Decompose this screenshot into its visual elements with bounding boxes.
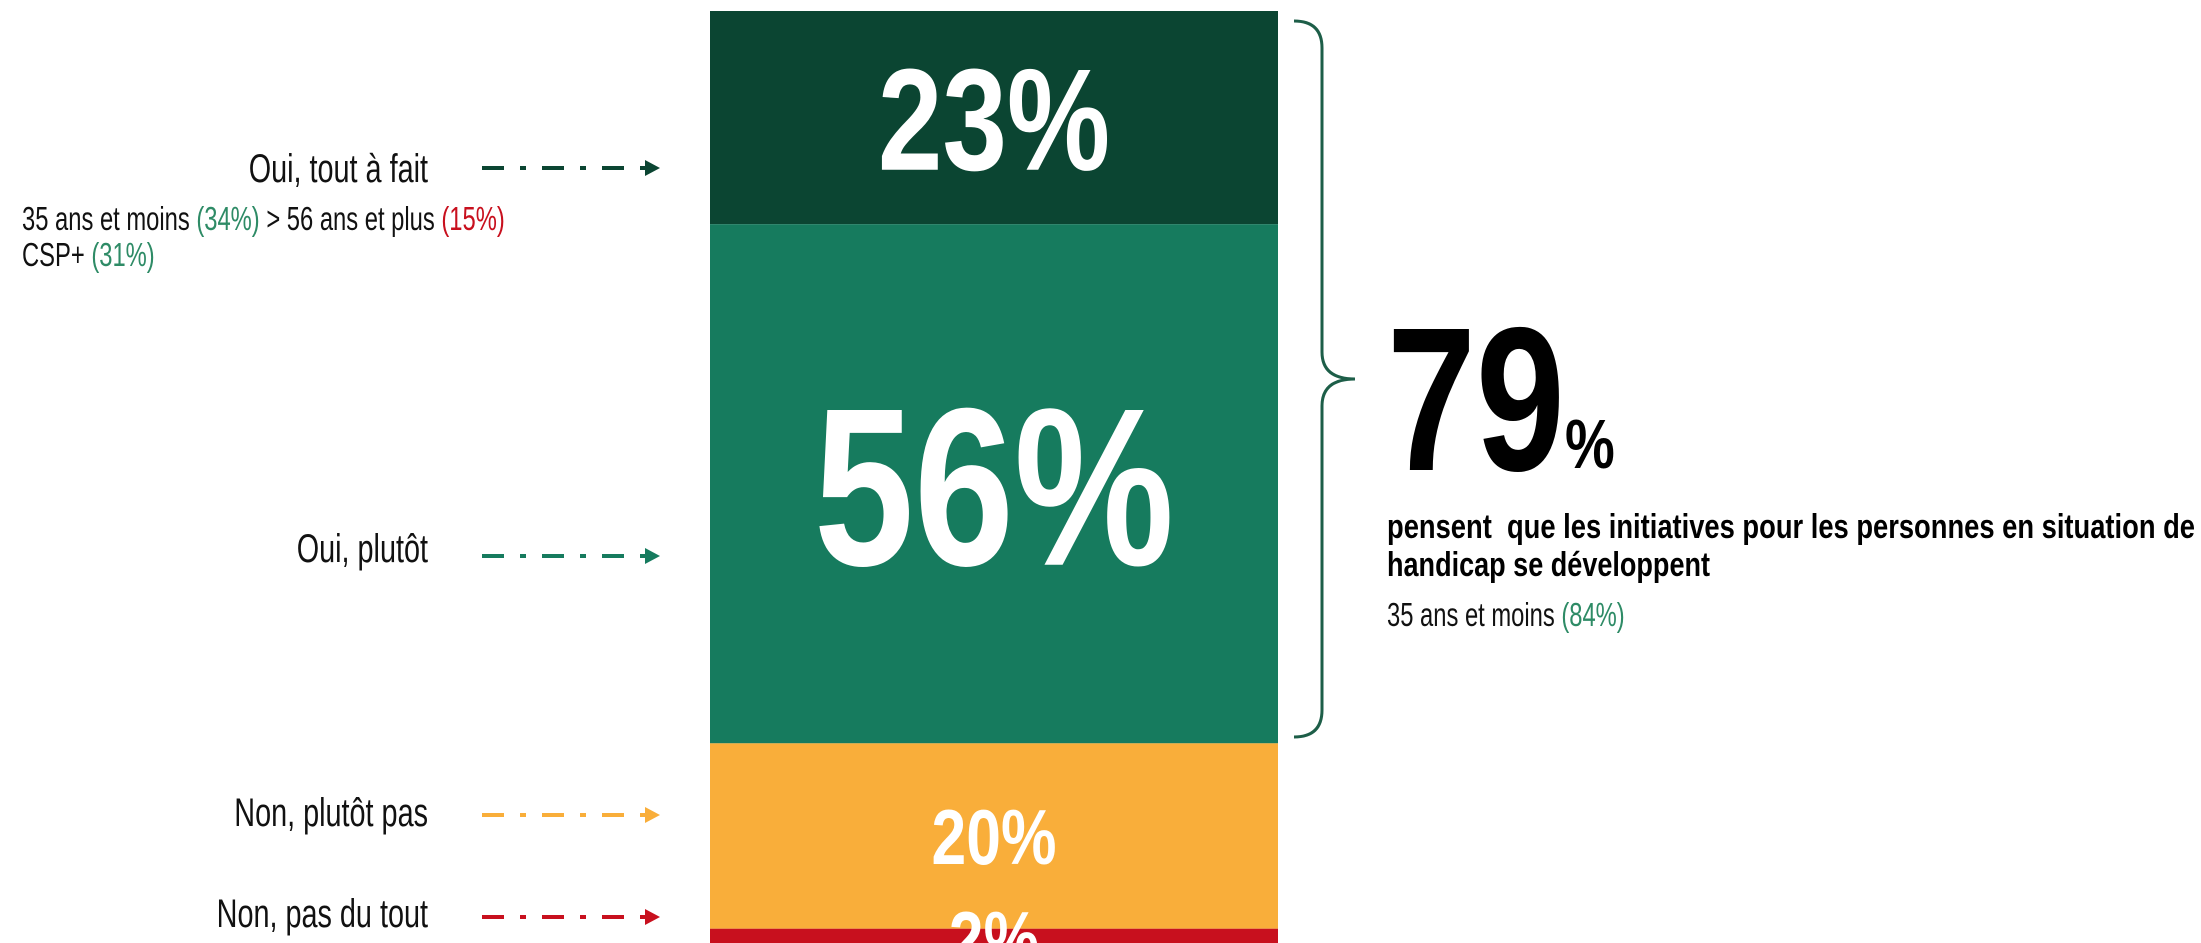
category-label: Oui, tout à fait [249,147,428,191]
category-label: Non, pas du tout [217,892,428,936]
brace [1293,19,1356,739]
summary-value: 79 [1387,285,1565,514]
value-label: 56% [814,361,1174,613]
category-label: Non, plutôt pas [234,791,428,835]
bar-segment [710,224,1278,744]
summary-note: 35 ans et moins (84%) [1387,596,1625,633]
bar-segment [710,743,1278,929]
note-part: 35 ans et moins [22,200,196,237]
bar-segment [710,928,1278,943]
value-label: 2% [949,895,1039,943]
arrow-head [645,909,660,925]
summary-text: handicap se développent [1387,546,1710,584]
value-label: 20% [932,793,1057,881]
note-part: (15%) [441,200,504,237]
summary-unit: % [1565,405,1615,483]
summary-text: pensent que les initiatives pour les per… [1387,508,2195,546]
category-label: Oui, plutôt [297,527,428,571]
note-part: CSP+ [22,236,91,273]
note-part: 35 ans et moins [1387,596,1561,633]
note-part: (34%) [196,200,259,237]
arrow-head [645,548,660,564]
value-label: 23% [878,39,1110,201]
note: 35 ans et moins (34%) > 56 ans et plus (… [22,200,505,237]
note-part: (31%) [91,236,154,273]
arrow-head [645,160,660,176]
note-part: (84%) [1561,596,1624,633]
bar-segment [710,11,1278,225]
note-part: > 56 ans et plus [260,200,442,237]
note: CSP+ (31%) [22,236,155,273]
arrow-head [645,807,660,823]
